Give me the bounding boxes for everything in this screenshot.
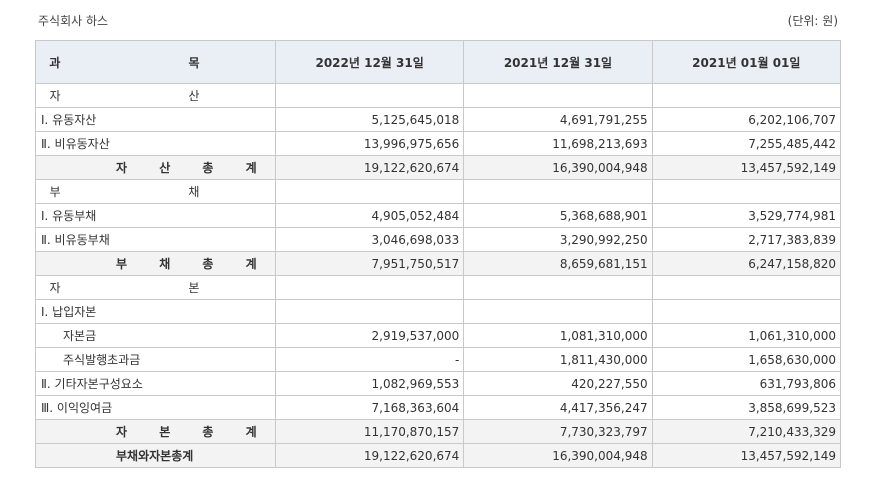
value-cell-1: 19,122,620,674: [274, 155, 465, 180]
table-row: Ⅰ. 유동자산 5,125,645,018 4,691,791,255 6,202,1…: [35, 107, 842, 132]
table-row: 부 채 총 계 7,951,750,517 8,659,681,151 6,247,1…: [35, 251, 842, 276]
table-row: Ⅱ. 비유동자산 13,996,975,656 11,698,213,693 7,25…: [35, 131, 842, 156]
value-cell-3: 7,210,433,329: [651, 419, 842, 444]
table-row: Ⅱ. 기타자본구성요소 1,082,969,553 420,227,550 631,7…: [35, 371, 842, 396]
value-cell-3: 631,793,806: [651, 371, 842, 396]
value-cell-1: 7,951,750,517: [274, 251, 465, 276]
value-cell-1: [274, 299, 465, 324]
value-cell-3: [651, 299, 842, 324]
value-cell-1: 1,082,969,553: [274, 371, 465, 396]
table-row: 자 본: [35, 275, 842, 300]
row-label: 부채와자본총계: [35, 443, 276, 468]
row-label: Ⅰ. 납입자본: [35, 299, 276, 324]
header-subject: 과 목: [35, 40, 276, 84]
row-label: 자 본: [35, 275, 276, 300]
value-cell-2: 16,390,004,948: [463, 443, 653, 468]
row-label: 자 산: [35, 83, 276, 108]
row-label: 자본금: [35, 323, 276, 348]
value-cell-2: [463, 275, 653, 300]
value-cell-2: [463, 83, 653, 108]
value-cell-1: -: [274, 347, 465, 372]
table-header-row: 과 목 2022년 12월 31일 2021년 12월 31일 2021년 01…: [35, 40, 842, 84]
row-label: Ⅰ. 유동자산: [35, 107, 276, 132]
row-label: Ⅱ. 비유동자산: [35, 131, 276, 156]
row-label: Ⅰ. 유동부채: [35, 203, 276, 228]
value-cell-1: 2,919,537,000: [274, 323, 465, 348]
value-cell-3: 3,858,699,523: [651, 395, 842, 420]
value-cell-3: 6,247,158,820: [651, 251, 842, 276]
table-row: 자 산: [35, 83, 842, 108]
value-cell-1: 4,905,052,484: [274, 203, 465, 228]
value-cell-2: 16,390,004,948: [463, 155, 653, 180]
value-cell-1: 13,996,975,656: [274, 131, 465, 156]
balance-sheet-table: 과 목 2022년 12월 31일 2021년 12월 31일 2021년 01…: [35, 40, 842, 468]
header-2021-01-01: 2021년 01월 01일: [651, 40, 842, 84]
row-label: Ⅱ. 기타자본구성요소: [35, 371, 276, 396]
value-cell-3: [651, 275, 842, 300]
table-row: 자 산 총 계 19,122,620,674 16,390,004,948 13,45…: [35, 155, 842, 180]
header-2022-12-31: 2022년 12월 31일: [274, 40, 465, 84]
value-cell-2: 1,811,430,000: [463, 347, 653, 372]
value-cell-2: 7,730,323,797: [463, 419, 653, 444]
table-row: 자본금 2,919,537,000 1,081,310,000 1,061,310,0…: [35, 323, 842, 348]
value-cell-1: 3,046,698,033: [274, 227, 465, 252]
value-cell-1: [274, 179, 465, 204]
value-cell-3: 3,529,774,981: [651, 203, 842, 228]
value-cell-1: [274, 83, 465, 108]
value-cell-2: 1,081,310,000: [463, 323, 653, 348]
row-label: Ⅱ. 비유동부채: [35, 227, 276, 252]
value-cell-1: 19,122,620,674: [274, 443, 465, 468]
value-cell-3: 2,717,383,839: [651, 227, 842, 252]
table-row: 부채와자본총계 19,122,620,674 16,390,004,948 13,45…: [35, 443, 842, 468]
value-cell-1: 7,168,363,604: [274, 395, 465, 420]
value-cell-1: [274, 275, 465, 300]
value-cell-3: 1,658,630,000: [651, 347, 842, 372]
value-cell-2: 420,227,550: [463, 371, 653, 396]
table-row: 부 채: [35, 179, 842, 204]
report-header: 주식회사 하스 (단위: 원): [38, 11, 838, 29]
value-cell-2: [463, 179, 653, 204]
table-row: Ⅲ. 이익잉여금 7,168,363,604 4,417,356,247 3,858,…: [35, 395, 842, 420]
value-cell-1: 5,125,645,018: [274, 107, 465, 132]
value-cell-3: 1,061,310,000: [651, 323, 842, 348]
value-cell-1: 11,170,870,157: [274, 419, 465, 444]
value-cell-2: 4,691,791,255: [463, 107, 653, 132]
value-cell-2: 11,698,213,693: [463, 131, 653, 156]
value-cell-2: 3,290,992,250: [463, 227, 653, 252]
value-cell-3: [651, 83, 842, 108]
table-row: Ⅰ. 납입자본: [35, 299, 842, 324]
row-label: 자 본 총 계: [35, 419, 276, 444]
row-label: 자 산 총 계: [35, 155, 276, 180]
value-cell-2: 5,368,688,901: [463, 203, 653, 228]
value-cell-3: 13,457,592,149: [651, 155, 842, 180]
value-cell-3: 13,457,592,149: [651, 443, 842, 468]
table-row: 자 본 총 계 11,170,870,157 7,730,323,797 7,210,…: [35, 419, 842, 444]
value-cell-3: 6,202,106,707: [651, 107, 842, 132]
value-cell-2: 8,659,681,151: [463, 251, 653, 276]
row-label: 부 채: [35, 179, 276, 204]
value-cell-2: 4,417,356,247: [463, 395, 653, 420]
value-cell-3: [651, 179, 842, 204]
row-label: Ⅲ. 이익잉여금: [35, 395, 276, 420]
company-name: 주식회사 하스: [38, 13, 109, 28]
table-row: Ⅰ. 유동부채 4,905,052,484 5,368,688,901 3,529,7…: [35, 203, 842, 228]
row-label: 부 채 총 계: [35, 251, 276, 276]
row-label: 주식발행초과금: [35, 347, 276, 372]
table-row: 주식발행초과금 -1,811,430,000 1,658,630,000: [35, 347, 842, 372]
value-cell-3: 7,255,485,442: [651, 131, 842, 156]
value-cell-2: [463, 299, 653, 324]
header-2021-12-31: 2021년 12월 31일: [463, 40, 653, 84]
table-row: Ⅱ. 비유동부채 3,046,698,033 3,290,992,250 2,717,…: [35, 227, 842, 252]
unit-label: (단위: 원): [787, 13, 838, 28]
